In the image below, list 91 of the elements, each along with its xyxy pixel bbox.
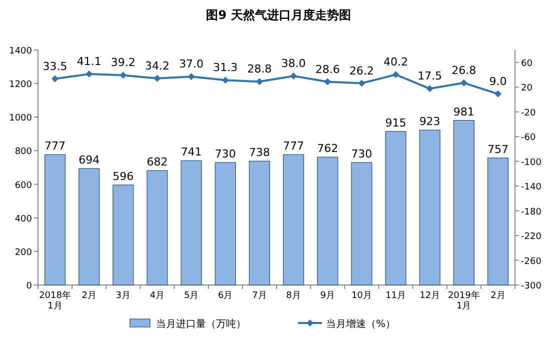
legend-label: 当月进口量（万吨） xyxy=(156,318,246,330)
data-label: 28.8 xyxy=(247,62,272,76)
x-tick-label: 7月 xyxy=(252,291,267,301)
y-tick-label: 0 xyxy=(26,282,32,292)
point xyxy=(120,72,127,79)
y2-tick-label: -260 xyxy=(521,256,542,267)
point xyxy=(256,78,263,86)
data-label: 981 xyxy=(453,105,474,118)
bar xyxy=(487,158,508,286)
y-tick-label: 600 xyxy=(14,180,32,191)
data-label: 682 xyxy=(146,156,168,169)
data-label: 738 xyxy=(248,146,270,160)
x-tick-label: 11月 xyxy=(386,291,406,301)
data-label: 777 xyxy=(283,140,304,153)
data-label: 17.5 xyxy=(418,70,442,83)
x-tick-label: 6月 xyxy=(218,291,233,301)
bar xyxy=(180,160,202,286)
data-label: 762 xyxy=(317,142,338,156)
bar xyxy=(317,156,338,286)
data-label: 741 xyxy=(180,146,202,159)
chart-title: 图9 天然气进口月度走势图 xyxy=(206,8,351,22)
data-label: 26.2 xyxy=(349,64,374,78)
point xyxy=(358,80,366,87)
point xyxy=(222,76,229,84)
data-label: 39.2 xyxy=(110,56,136,70)
data-label: 41.1 xyxy=(76,55,102,68)
data-label: 915 xyxy=(385,116,406,130)
data-label: 40.2 xyxy=(384,56,408,69)
y-tick-label: 800 xyxy=(14,147,32,158)
bar xyxy=(78,168,100,286)
data-label: 777 xyxy=(44,140,66,153)
point xyxy=(460,79,468,86)
y-tick-label: 400 xyxy=(14,214,32,224)
y2-tick-label: -220 xyxy=(521,232,542,242)
bar xyxy=(44,154,66,286)
bar xyxy=(248,160,270,286)
bar xyxy=(351,162,372,286)
data-label: 33.5 xyxy=(42,60,68,73)
y-tick-label: 1000 xyxy=(9,114,32,124)
point xyxy=(392,71,400,78)
data-label: 26.8 xyxy=(452,64,476,77)
x-tick-label: 3月 xyxy=(116,291,131,301)
y2-tick-label: -140 xyxy=(521,182,542,193)
x-tick-label: 2月 xyxy=(490,291,506,301)
point xyxy=(426,85,434,92)
y-tick-label: 200 xyxy=(14,248,32,258)
y2-tick-label: -100 xyxy=(521,158,542,168)
data-label: 38.0 xyxy=(281,56,306,70)
point xyxy=(154,74,161,82)
x-tick-label: 12月 xyxy=(420,291,440,301)
bar xyxy=(419,130,440,286)
data-label: 28.6 xyxy=(315,62,340,76)
data-label: 694 xyxy=(78,154,100,167)
bar xyxy=(453,120,474,286)
y2-tick-label: 60 xyxy=(521,58,533,69)
data-label: 923 xyxy=(419,115,440,128)
bar xyxy=(214,162,236,286)
y-tick-label: 1400 xyxy=(9,46,32,56)
point xyxy=(494,90,502,98)
point xyxy=(188,73,195,80)
data-label: 31.3 xyxy=(213,61,238,74)
y-tick-label: 1200 xyxy=(9,80,32,90)
bar xyxy=(283,154,304,286)
point xyxy=(86,70,93,78)
data-label: 9.0 xyxy=(489,74,507,88)
y2-tick-label: -300 xyxy=(521,282,542,292)
y2-tick-label: -60 xyxy=(521,133,536,144)
bar xyxy=(146,170,168,286)
x-tick-label: 9月 xyxy=(320,291,335,301)
x-tick-label: 2019年 1月 xyxy=(448,290,480,312)
legend-label: 当月增速（%） xyxy=(326,318,396,330)
data-label: 730 xyxy=(351,147,372,160)
point xyxy=(290,72,298,80)
x-tick-label: 10月 xyxy=(351,291,372,301)
bar xyxy=(385,131,406,286)
point xyxy=(324,78,332,86)
data-label: 34.2 xyxy=(145,59,170,72)
data-label: 730 xyxy=(214,147,236,160)
x-tick-label: 5月 xyxy=(184,291,199,301)
y2-tick-label: -20 xyxy=(521,108,536,118)
bar xyxy=(112,184,134,286)
y2-tick-label: -180 xyxy=(521,207,542,218)
x-tick-label: 8月 xyxy=(286,291,301,301)
x-tick-label: 2018年 1月 xyxy=(39,290,71,312)
x-tick-label: 4月 xyxy=(150,291,165,301)
data-label: 37.0 xyxy=(179,58,204,71)
y2-tick-label: 20 xyxy=(521,84,533,94)
x-tick-label: 2月 xyxy=(82,291,96,301)
data-label: 757 xyxy=(487,142,508,156)
data-label: 596 xyxy=(112,170,134,183)
point xyxy=(52,75,59,82)
